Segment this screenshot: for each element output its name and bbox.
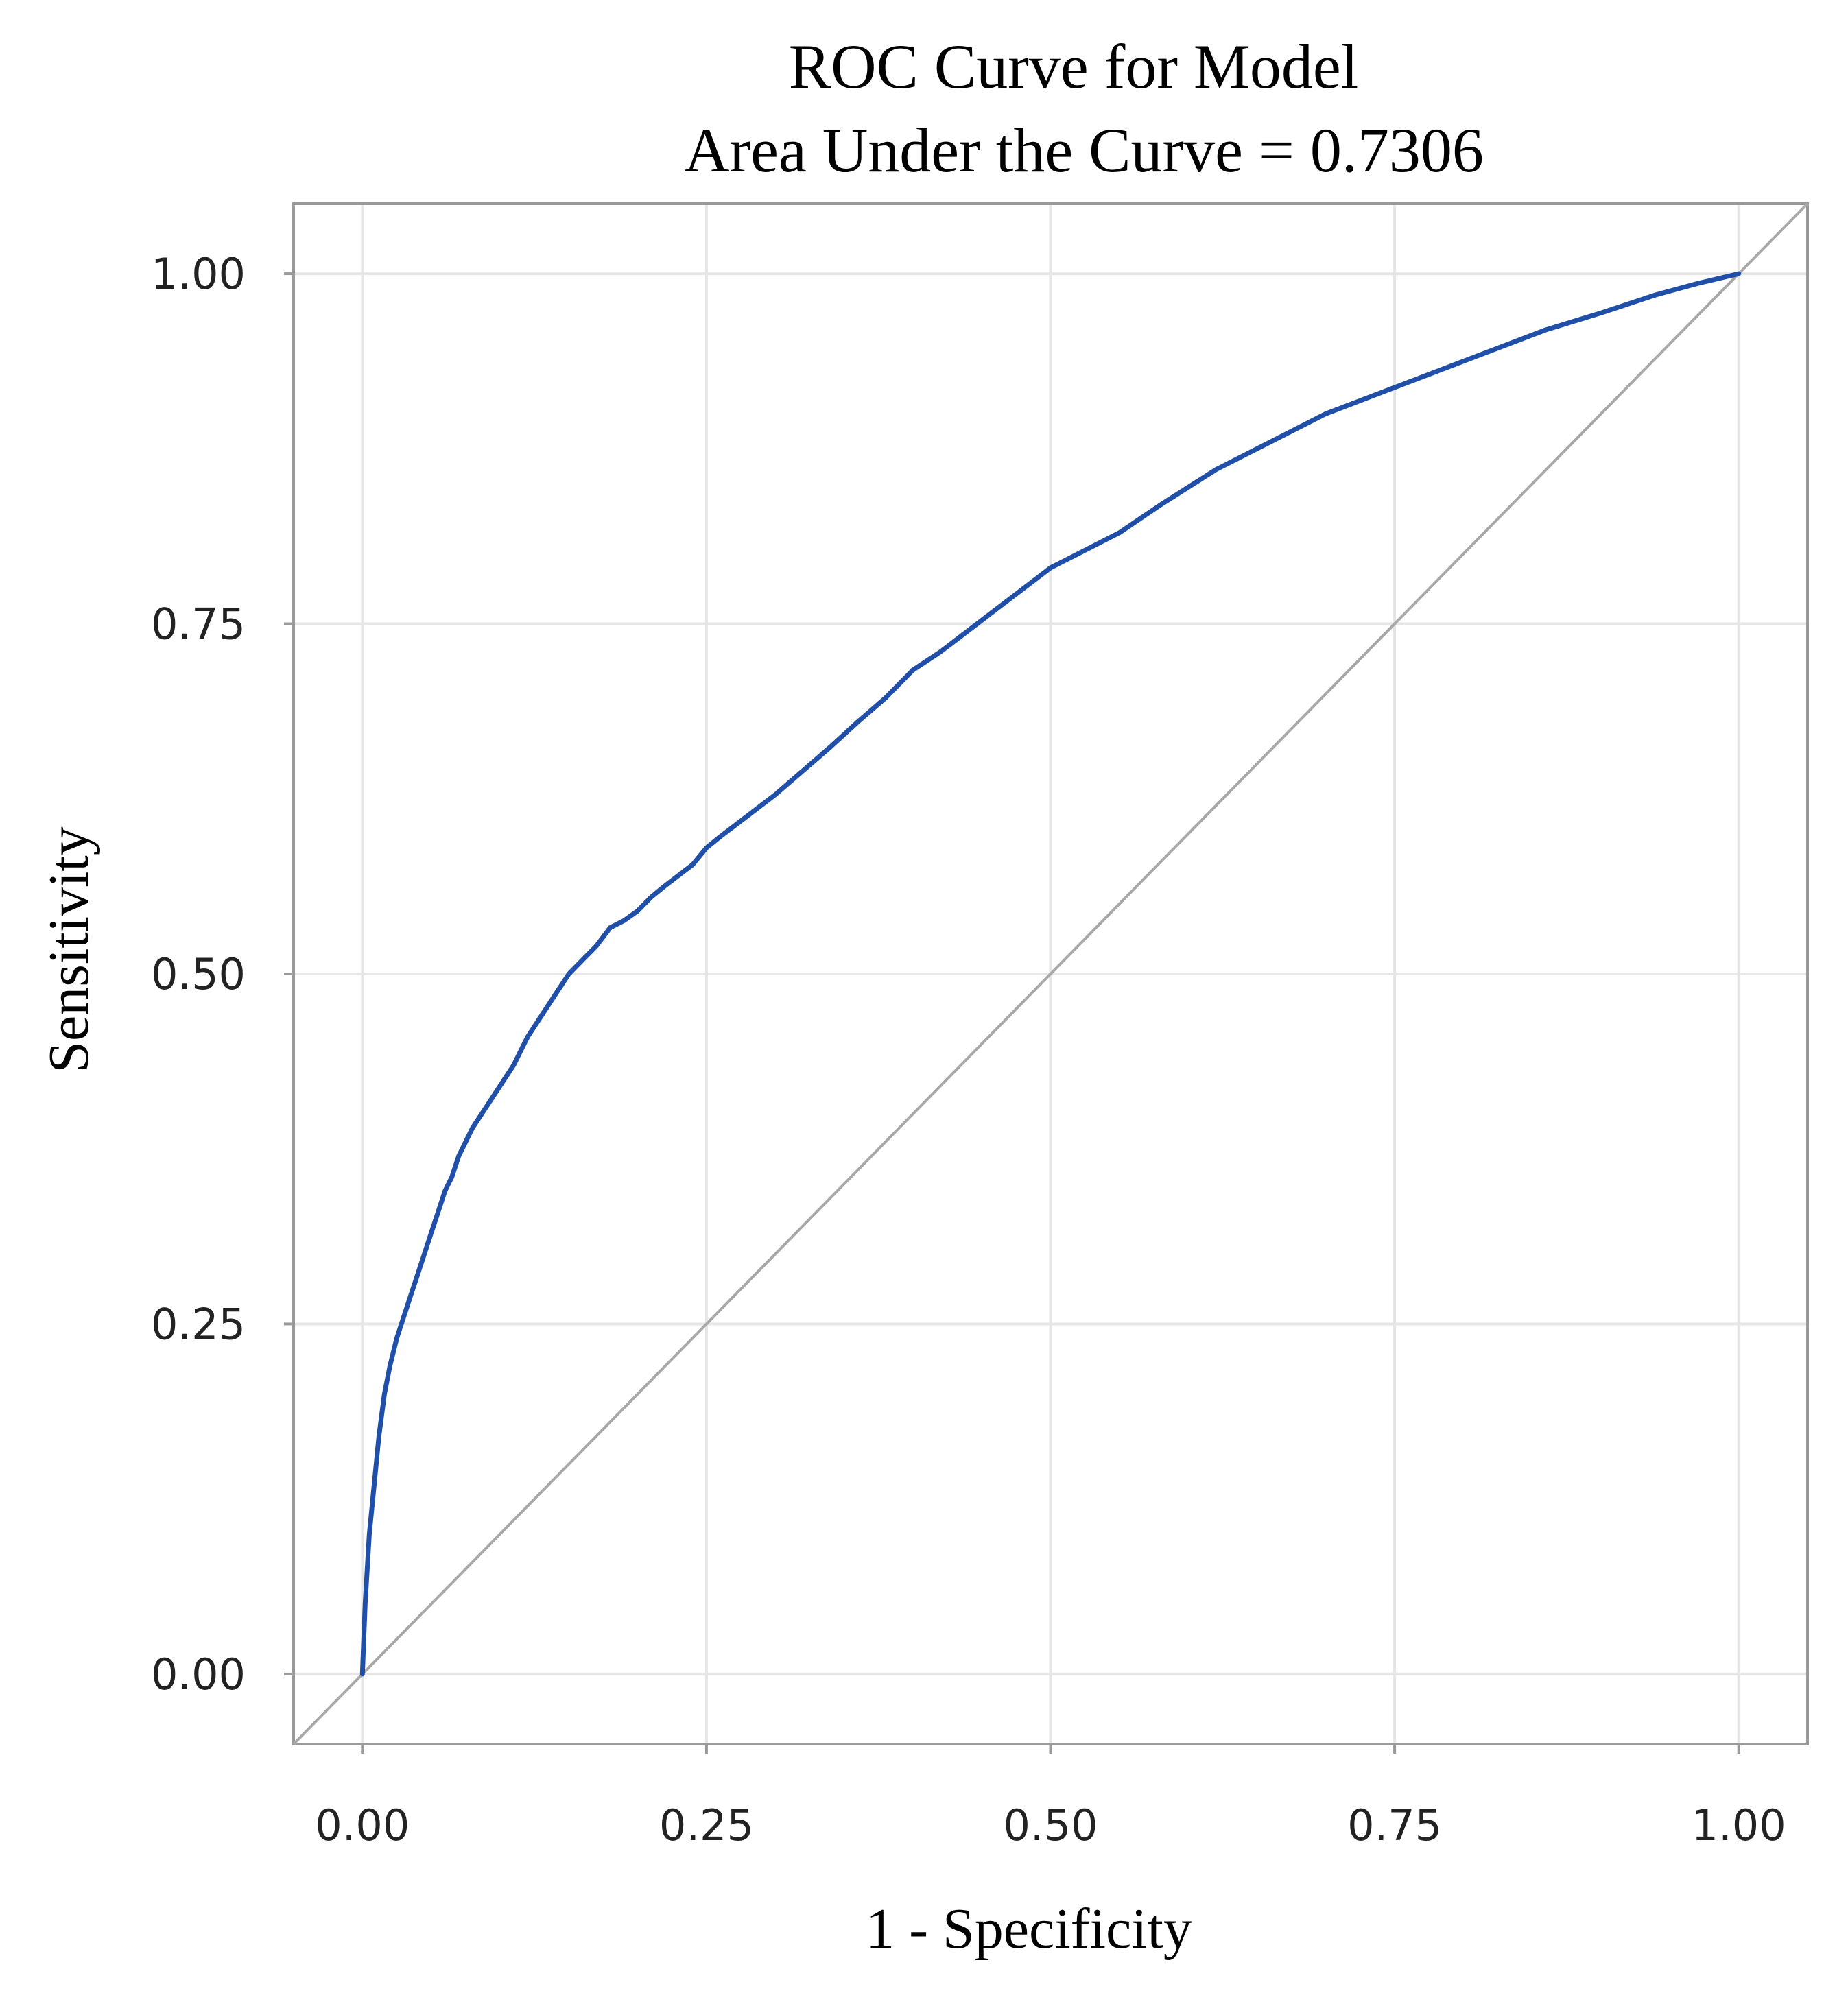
chart-title: ROC Curve for Model <box>789 32 1358 102</box>
chart-subtitle: Area Under the Curve = 0.7306 <box>684 115 1484 185</box>
roc-curve-line <box>359 271 1742 1677</box>
y-axis-label: Sensitivity <box>37 826 101 1073</box>
x-tick-label: 0.00 <box>315 1800 410 1850</box>
x-tick-label: 0.25 <box>659 1800 754 1850</box>
axis-ticks: 0.00 0.25 0.50 0.75 1.00 0.00 0.25 0.50 0.75 1.00 <box>151 249 1786 1850</box>
y-tick-label: 0.00 <box>151 1649 246 1699</box>
x-axis-label: 1 - Specificity <box>866 1897 1192 1961</box>
grid-layer <box>294 204 1808 1744</box>
reference-diagonal-line <box>292 202 1809 1745</box>
y-tick-label: 1.00 <box>151 249 246 299</box>
x-tick-label: 0.50 <box>1003 1800 1098 1850</box>
y-tick-label: 0.50 <box>151 949 246 999</box>
x-tick-label: 1.00 <box>1692 1800 1786 1850</box>
y-tick-label: 0.25 <box>151 1299 246 1349</box>
x-tick-label: 0.75 <box>1347 1800 1442 1850</box>
y-tick-label: 0.75 <box>151 599 246 649</box>
